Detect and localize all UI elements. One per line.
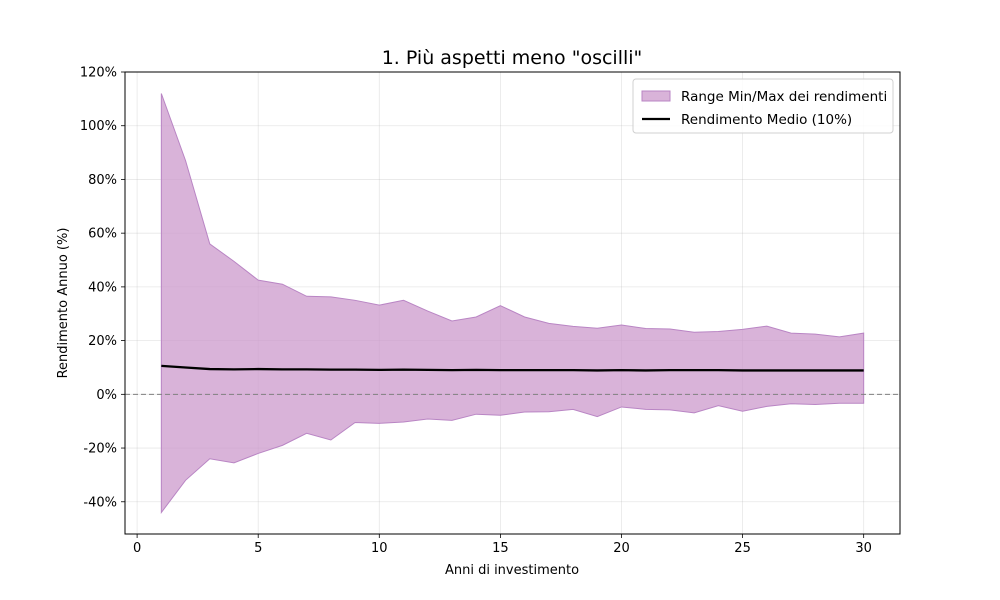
x-tick-label: 15: [492, 541, 509, 556]
x-tick-label: 10: [371, 541, 388, 556]
y-tick-label: -40%: [83, 495, 117, 510]
x-tick-label: 30: [855, 541, 872, 556]
x-tick-label: 5: [254, 541, 262, 556]
y-tick-label: 100%: [80, 119, 117, 134]
legend-swatch-band: [641, 90, 671, 102]
legend-label-line: Rendimento Medio (10%): [681, 112, 852, 128]
mean-return-line: [161, 364, 864, 372]
x-axis: 0 5 10 15 20 25 30: [133, 534, 872, 556]
y-tick-label: 0%: [96, 388, 117, 403]
line-layer: [161, 364, 864, 372]
legend: Range Min/Max dei rendimenti Rendimento M…: [632, 78, 894, 134]
y-tick-label: -20%: [83, 442, 117, 457]
y-tick-label: 20%: [88, 334, 117, 349]
y-axis-label: Rendimento Annuo (%): [56, 228, 71, 379]
y-axis: -40% -20% 0% 20% 40% 60% 80% 100% 120%: [80, 66, 125, 510]
x-tick-label: 0: [133, 541, 141, 556]
y-tick-label: 40%: [88, 280, 117, 295]
plot-frame: [124, 71, 901, 535]
legend-label-band: Range Min/Max dei rendimenti: [681, 89, 887, 105]
legend-box: [632, 78, 894, 134]
y-tick-label: 60%: [88, 227, 117, 242]
x-tick-label: 20: [613, 541, 630, 556]
band-layer: [160, 93, 865, 515]
x-axis-label: Anni di investimento: [445, 563, 579, 578]
min-max-range-band: [160, 93, 865, 515]
x-tick-label: 25: [734, 541, 751, 556]
y-tick-label: 120%: [80, 66, 117, 81]
chart-title: 1. Più aspetti meno "oscilli": [382, 47, 643, 69]
y-tick-label: 80%: [88, 173, 117, 188]
